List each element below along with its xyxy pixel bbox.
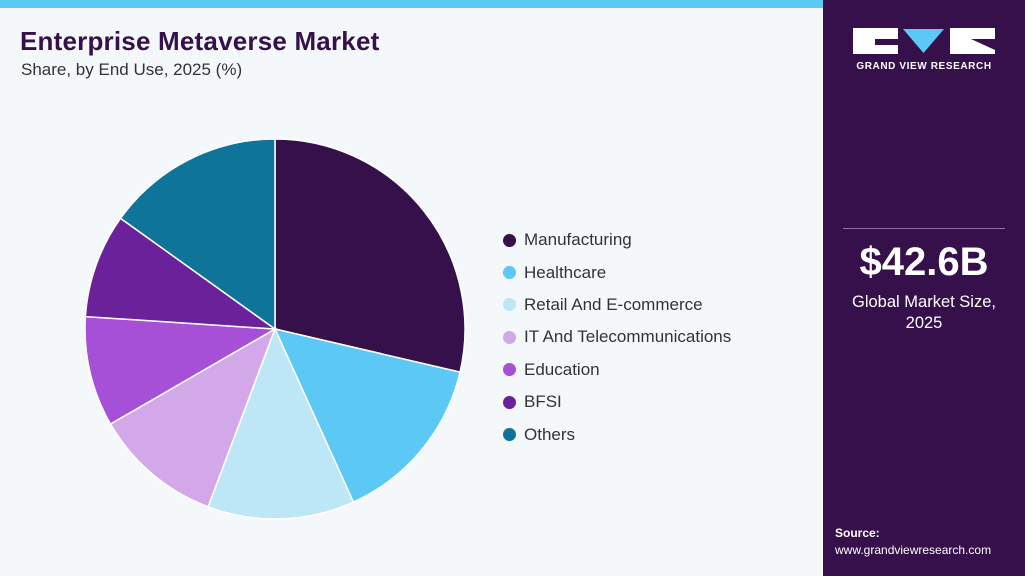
legend-swatch bbox=[503, 330, 516, 344]
chart-subtitle: Share, by End Use, 2025 (%) bbox=[21, 60, 243, 79]
market-size-caption-line1: Global Market Size, bbox=[852, 293, 996, 311]
logo-text: GRAND VIEW RESEARCH bbox=[856, 61, 992, 72]
legend-item: Retail And E-commerce bbox=[503, 289, 731, 321]
legend-item: Healthcare bbox=[503, 256, 731, 288]
legend-item: Others bbox=[503, 418, 731, 450]
chart-title: Enterprise Metaverse Market bbox=[20, 26, 380, 56]
chart-legend: Manufacturing Healthcare Retail And E-comm… bbox=[503, 224, 731, 451]
gvr-logo-icon bbox=[853, 28, 995, 54]
legend-label: Manufacturing bbox=[524, 230, 632, 250]
pie-slice-retail-and-e-commerce bbox=[207, 327, 355, 520]
legend-swatch bbox=[503, 428, 516, 442]
market-size-value: $42.6B bbox=[859, 240, 989, 284]
source-label: Source: bbox=[835, 526, 880, 540]
chart-panel: Enterprise Metaverse Market Share, by En… bbox=[0, 0, 823, 576]
legend-label: BFSI bbox=[524, 392, 562, 412]
divider-top bbox=[843, 228, 1005, 229]
market-size-caption-line2: 2025 bbox=[905, 314, 943, 332]
legend-item: Education bbox=[503, 354, 731, 386]
pie-chart bbox=[84, 138, 466, 520]
grand-view-research-logo: GRAND VIEW RESEARCH bbox=[853, 28, 995, 74]
legend-swatch bbox=[503, 233, 516, 247]
legend-swatch bbox=[503, 298, 516, 312]
accent-bar bbox=[0, 0, 823, 8]
legend-label: IT And Telecommunications bbox=[524, 327, 732, 347]
legend-swatch bbox=[503, 395, 516, 409]
source-url: www.grandviewresearch.com bbox=[835, 543, 992, 557]
legend-swatch bbox=[503, 363, 516, 377]
legend-label: Retail And E-commerce bbox=[524, 294, 703, 314]
pie-slice-bfsi bbox=[84, 217, 278, 330]
legend-label: Education bbox=[524, 359, 600, 379]
legend-label: Healthcare bbox=[524, 262, 607, 282]
legend-item: BFSI bbox=[503, 386, 731, 418]
pie-slice-healthcare bbox=[273, 327, 461, 504]
pie-slice-it-and-telecommunications bbox=[109, 327, 277, 508]
pie-slice-manufacturing bbox=[274, 138, 466, 374]
pie-slice-education bbox=[84, 315, 278, 426]
legend-label: Others bbox=[524, 424, 576, 444]
market-size-caption: Global Market Size, 2025 bbox=[823, 292, 1025, 334]
legend-item: IT And Telecommunications bbox=[503, 321, 731, 353]
legend-item: Manufacturing bbox=[503, 224, 731, 256]
sidebar: GRAND VIEW RESEARCH $42.6B Global Market… bbox=[823, 0, 1025, 576]
pie-slice-others bbox=[119, 138, 276, 331]
legend-swatch bbox=[503, 266, 516, 280]
